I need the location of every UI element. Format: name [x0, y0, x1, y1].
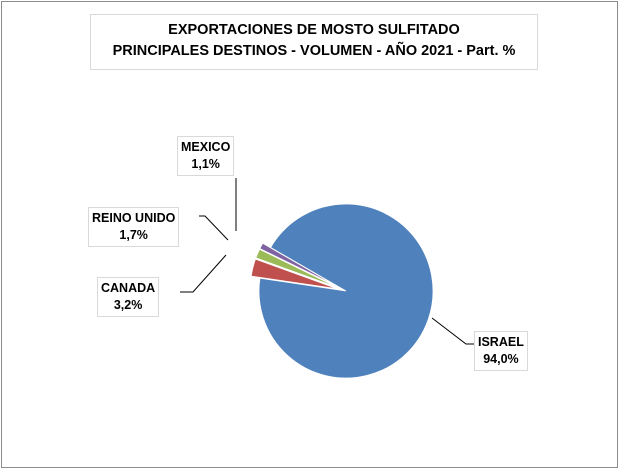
pie-slice-israel	[258, 203, 434, 379]
pie-slice-canada	[250, 258, 338, 290]
slice-label-mexico: MEXICO 1,1%	[177, 136, 235, 176]
leader-line-reino-unido	[199, 215, 229, 241]
slice-label-reino-unido: REINO UNIDO 1,7%	[88, 207, 180, 247]
chart-title: EXPORTACIONES DE MOSTO SULFITADO	[168, 22, 460, 38]
chart-title-box: EXPORTACIONES DE MOSTO SULFITADO PRINCIP…	[90, 14, 538, 70]
leader-line-canada	[180, 254, 227, 293]
pie-slice-reino-unido	[255, 248, 338, 288]
pie-slice-mexico	[259, 242, 339, 288]
slice-label-canada: CANADA 3,2%	[97, 277, 160, 317]
chart-subtitle: PRINCIPALES DESTINOS - VOLUMEN - AÑO 202…	[112, 43, 516, 59]
slice-label-israel: ISRAEL 94,0%	[474, 331, 528, 371]
leader-line-israel	[431, 317, 474, 345]
